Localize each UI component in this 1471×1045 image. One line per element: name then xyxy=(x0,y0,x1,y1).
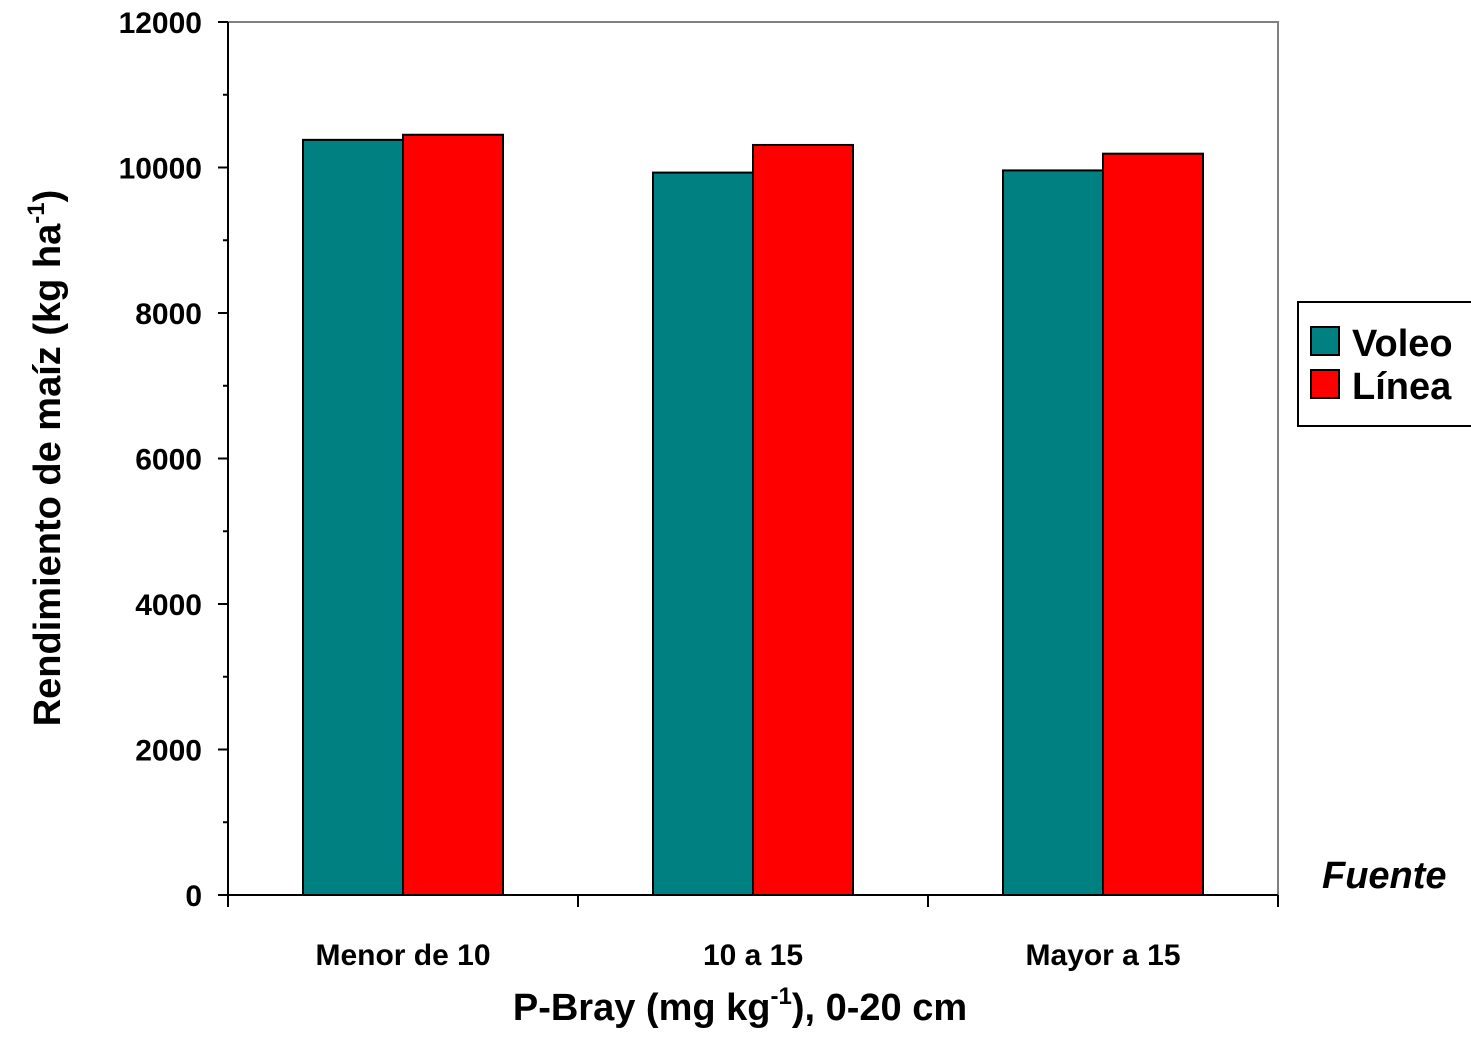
bar-l-nea-0 xyxy=(402,133,504,896)
y-tick-label: 12000 xyxy=(119,7,202,40)
bar-voleo-1 xyxy=(652,171,754,896)
legend-swatch-voleo xyxy=(1310,326,1340,356)
y-axis-title: Rendimiento de maíz (kg ha-1) xyxy=(23,190,69,727)
x-category-labels: Menor de 10 10 a 15 Mayor a 15 xyxy=(315,939,1180,972)
y-tick-label: 0 xyxy=(185,880,202,913)
x-category-label: Mayor a 15 xyxy=(1025,939,1180,972)
y-tick-labels: 0 2000 4000 6000 8000 10000 12000 xyxy=(119,7,202,913)
y-tick-label: 6000 xyxy=(135,444,202,477)
legend: Voleo Línea xyxy=(1297,301,1471,427)
y-axis-title-sup: -1 xyxy=(23,202,50,223)
x-category-label: Menor de 10 xyxy=(315,939,490,972)
legend-swatch-linea xyxy=(1310,369,1340,399)
x-axis-title-sup: -1 xyxy=(770,983,791,1010)
x-axis-title-main: P-Bray (mg kg xyxy=(513,987,771,1029)
y-tick-label: 8000 xyxy=(135,298,202,331)
x-axis-title: P-Bray (mg kg-1), 0-20 cm xyxy=(513,983,967,1029)
y-tick-label: 4000 xyxy=(135,589,202,622)
x-axis-ticks xyxy=(227,895,1279,907)
bar-l-nea-2 xyxy=(1102,152,1204,897)
y-tick-label: 10000 xyxy=(119,153,202,186)
y-axis-title-tail: ) xyxy=(27,190,69,203)
y-axis-ticks xyxy=(218,21,228,896)
bar-voleo-0 xyxy=(302,138,404,897)
legend-label-linea: Línea xyxy=(1352,366,1452,408)
legend-label-voleo: Voleo xyxy=(1352,323,1453,365)
y-axis-title-main: Rendimiento de maíz (kg ha xyxy=(27,223,69,726)
legend-box xyxy=(1297,301,1471,427)
source-annotation: Fuente xyxy=(1322,855,1447,897)
bar-voleo-2 xyxy=(1002,169,1104,897)
y-tick-label: 2000 xyxy=(135,735,202,768)
x-axis-title-tail: ), 0-20 cm xyxy=(792,987,967,1029)
bar-series xyxy=(302,133,1204,897)
x-category-label: 10 a 15 xyxy=(703,939,803,972)
bar-l-nea-1 xyxy=(752,143,854,896)
